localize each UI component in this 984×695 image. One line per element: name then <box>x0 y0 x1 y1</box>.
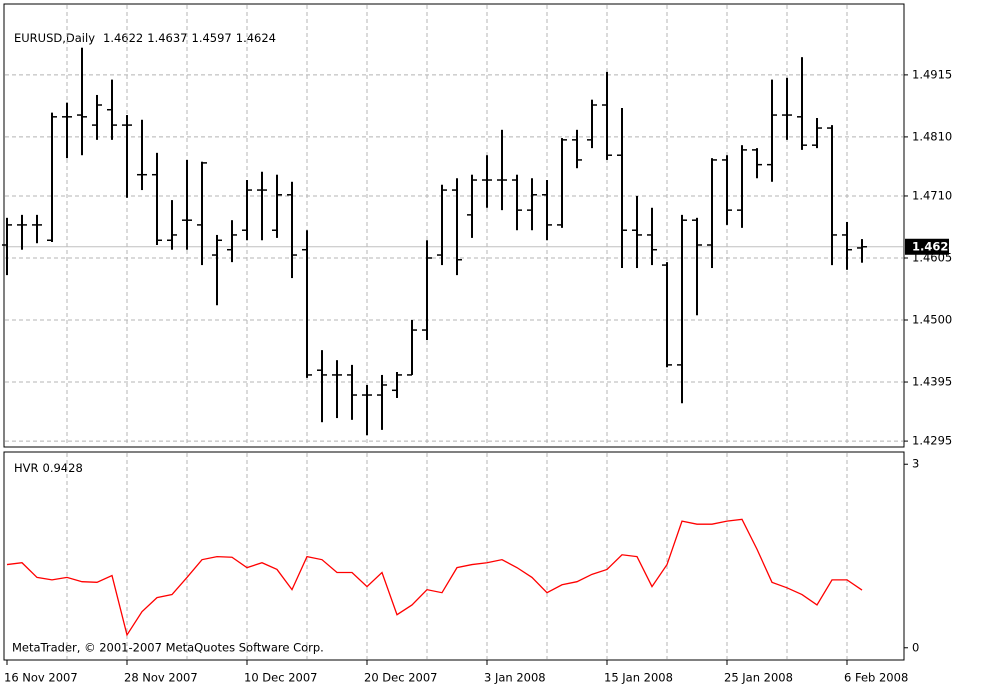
low-value: 1.4597 <box>192 31 232 45</box>
indicator-value: 0.9428 <box>43 461 83 475</box>
symbol: EURUSD,Daily <box>14 31 95 45</box>
x-tick-label: 15 Jan 2008 <box>604 671 673 685</box>
x-tick-label: 10 Dec 2007 <box>244 671 317 685</box>
open-value: 1.4622 <box>103 31 143 45</box>
y-tick-label: 1.4295 <box>912 434 952 448</box>
x-tick-label: 20 Dec 2007 <box>364 671 437 685</box>
close-value: 1.4624 <box>236 31 276 45</box>
copyright: MetaTrader, © 2001-2007 MetaQuotes Softw… <box>12 641 324 655</box>
x-tick-label: 6 Feb 2008 <box>844 671 908 685</box>
high-value: 1.4637 <box>147 31 187 45</box>
indicator-panel <box>3 451 905 661</box>
indicator-name: HVR <box>14 461 39 475</box>
y-tick-label: 1.4395 <box>912 375 952 389</box>
y-tick-label: 1.4710 <box>912 188 952 202</box>
y-tick-label: 3 <box>912 457 919 471</box>
indicator-line <box>6 518 863 637</box>
x-tick-label: 28 Nov 2007 <box>124 671 198 685</box>
current-price-box <box>905 238 949 255</box>
current-price-label: 1.4624 <box>912 239 956 253</box>
x-tick-label: 16 Nov 2007 <box>4 671 78 685</box>
y-tick-label: 1.4500 <box>912 313 952 327</box>
chart-title: EURUSD,Daily 1.4622 1.4637 1.4597 1.4624 <box>14 31 276 45</box>
x-tick-label: 25 Jan 2008 <box>724 671 793 685</box>
y-tick-label: 0 <box>912 640 919 654</box>
price-panel <box>3 3 905 448</box>
x-tick-label: 3 Jan 2008 <box>484 671 546 685</box>
indicator-title: HVR 0.9428 <box>14 461 83 475</box>
y-tick-label: 1.4810 <box>912 129 952 143</box>
y-tick-label: 1.4915 <box>912 67 952 81</box>
